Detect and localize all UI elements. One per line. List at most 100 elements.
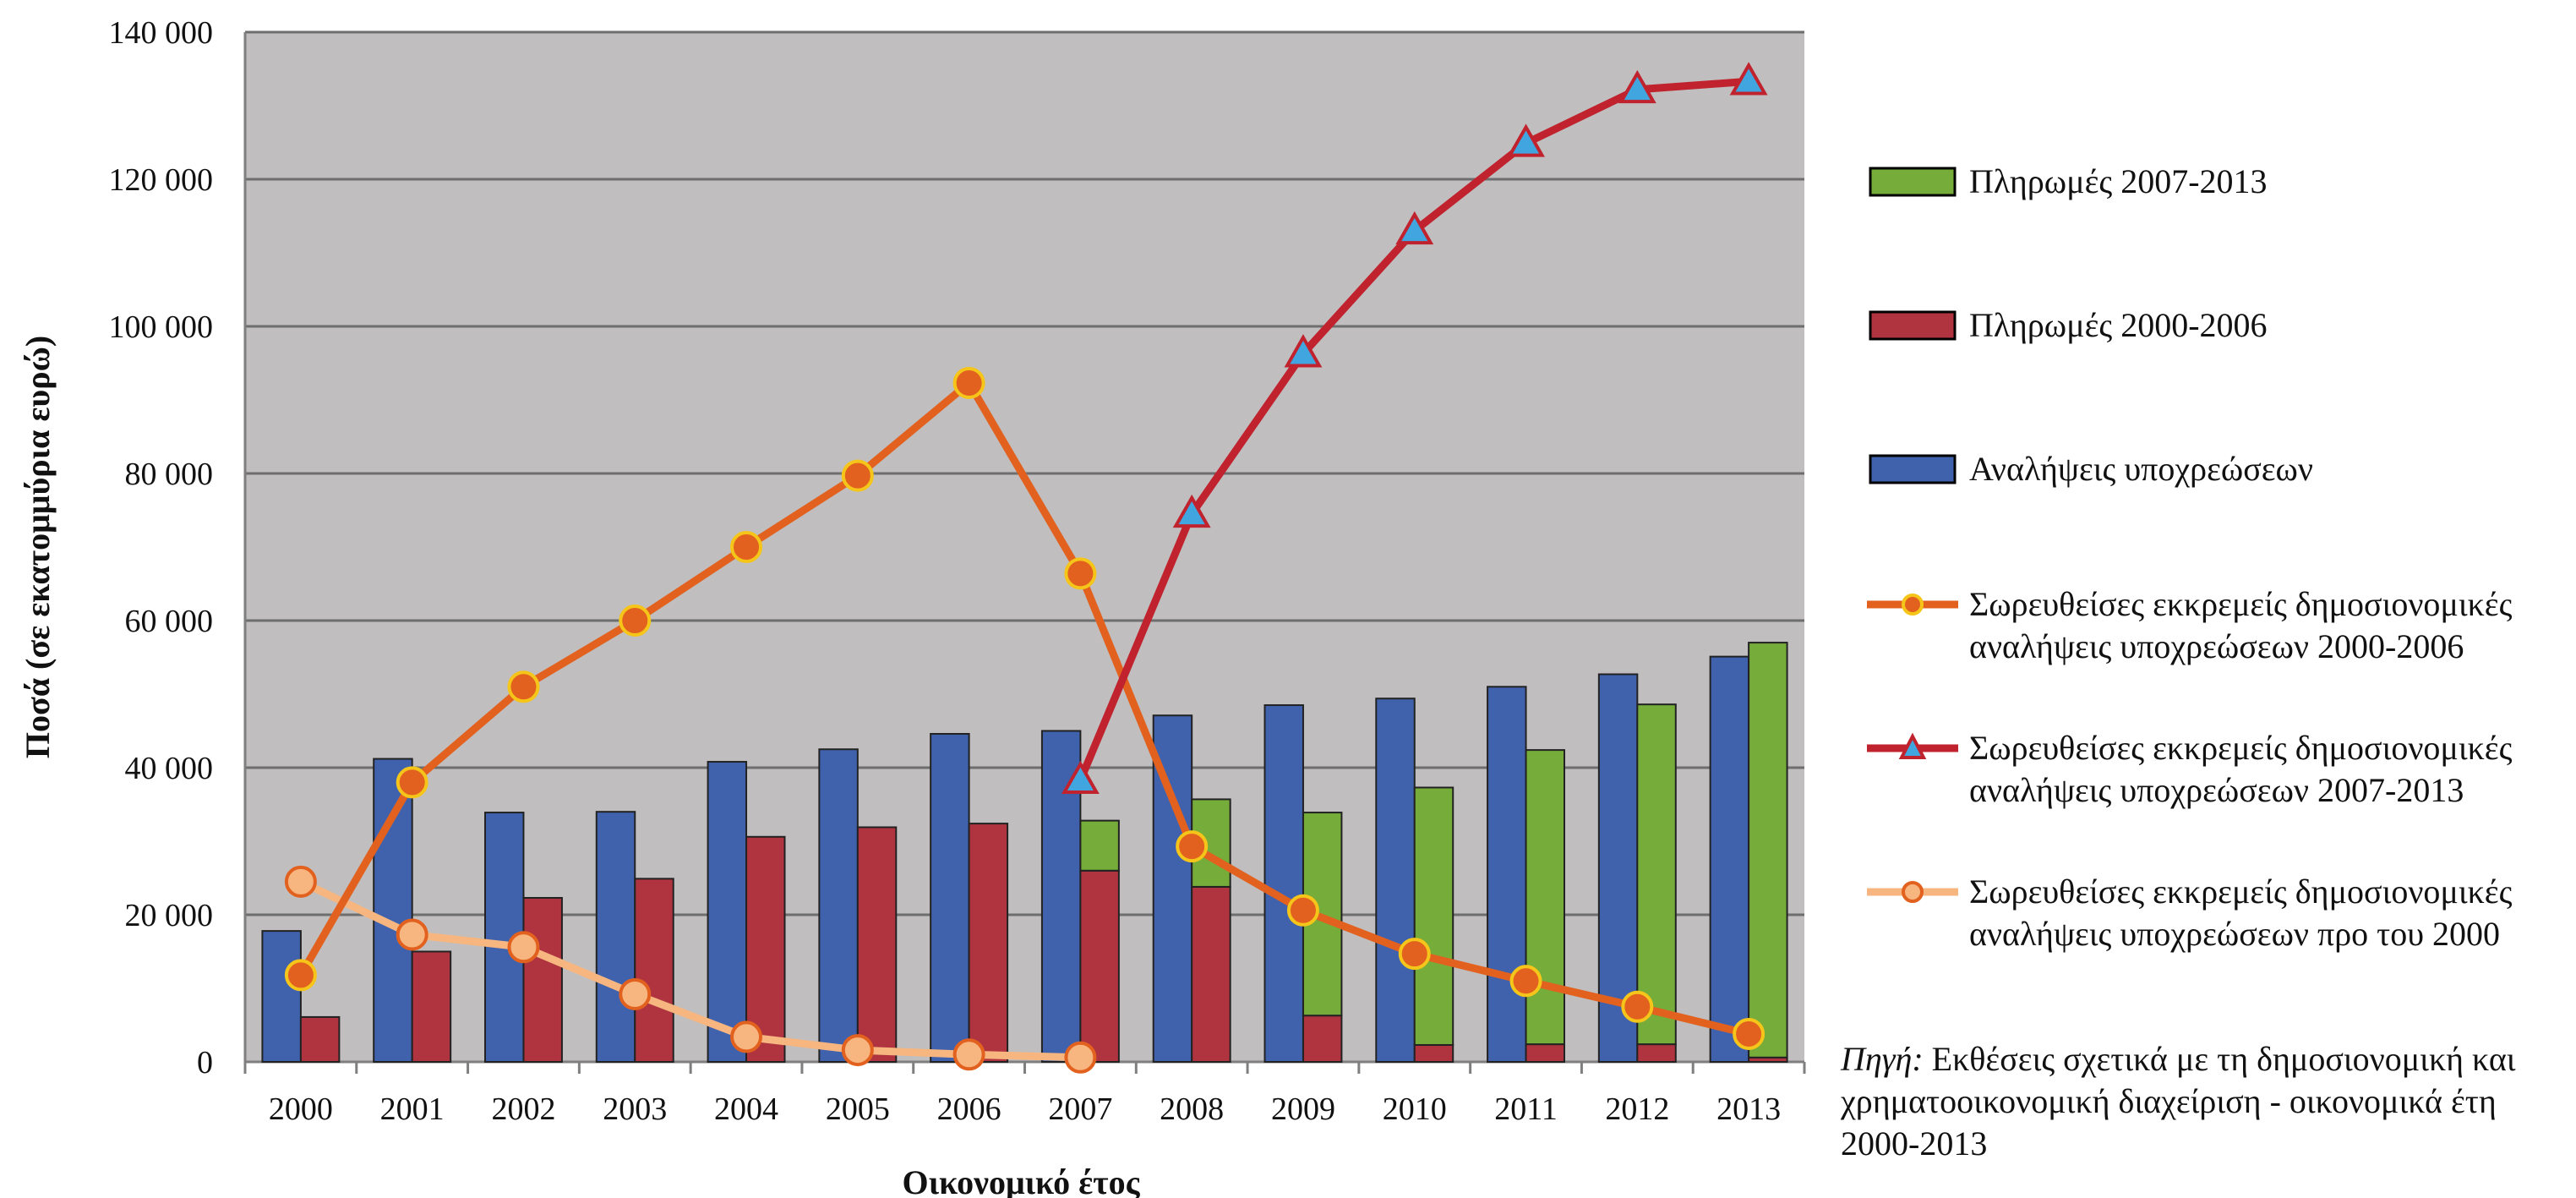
marker-rac-2007-2013 [1729,62,1768,96]
y-tick-label: 20 000 [125,898,214,933]
source-label: Πηγή: [1841,1040,1924,1078]
line-rac-pre-2000 [298,878,1081,1062]
marker-rac-2007-2013 [1618,69,1656,104]
bar-payments-2007-2013 [1636,703,1677,1046]
x-tick-labels: 2000 2001 2002 2003 2004 2005 2006 2007 2008 2009… [269,1091,1781,1127]
legend-swatch-blue [1869,454,1957,484]
bar-payments-2007-2013 [1413,786,1454,1046]
bar-commitments [818,748,859,1063]
line-rac-2000-2006 [297,379,1750,1038]
marker-rac-pre-2000 [396,918,428,951]
marker-rac-2007-2013 [1061,760,1100,795]
marker-rac-2000-2006 [730,531,763,563]
y-tick-labels: 0 20 000 40 000 60 000 80 000 100 000 120 000 1… [109,15,214,1080]
x-tick-label: 2001 [380,1091,445,1127]
legend-label-line1: Σωρευθείσες εκκρεμείς δημοσιονομικές [1969,585,2513,623]
marker-rac-2007-2013 [1507,123,1545,157]
x-tick-label: 2006 [937,1091,1001,1127]
bar-commitments [930,732,970,1063]
bar-commitments [595,811,636,1063]
marker-rac-pre-2000 [952,1038,985,1071]
marker-rac-pre-2000 [284,865,317,898]
x-tick-label: 2012 [1605,1091,1669,1127]
legend-label-line1: Σωρευθείσες εκκρεμείς δημοσιονομικές [1969,729,2513,767]
legend-swatch-orange-line [1867,594,1958,615]
x-tick-label: 2011 [1494,1091,1558,1127]
bar-payments-2007-2013 [1525,749,1566,1046]
bar-payments-2000-2006 [1302,1015,1343,1063]
marker-rac-2007-2013 [1172,494,1211,528]
markers [284,62,1768,1074]
x-axis-title: Οικονομικό έτος [903,1163,1141,1198]
bar-payments-2000-2006 [1191,885,1231,1063]
bar-payments-2000-2006 [968,823,1009,1063]
x-tick-label: 2003 [603,1091,667,1127]
bar-payments-2000-2006 [1636,1043,1677,1063]
bar-payments-2000-2006 [522,896,563,1063]
marker-rac-2000-2006 [1733,1017,1766,1050]
legend-label: Πληρωμές 2007-2013 [1969,162,2268,200]
marker-rac-2000-2006 [284,959,317,992]
marker-rac-2007-2013 [1284,334,1323,368]
x-tick-label: 2004 [714,1091,778,1127]
marker-rac-pre-2000 [507,931,540,964]
bar-payments-2007-2013 [1079,819,1120,872]
marker-rac-2000-2006 [1176,830,1209,863]
marker-rac-pre-2000 [841,1034,874,1067]
y-tick-label: 60 000 [125,604,214,639]
y-tick-label: 0 [197,1045,213,1080]
y-tick-label: 80 000 [125,457,214,492]
marker-rac-2000-2006 [619,604,652,637]
legend-label-line2: αναλήψεις υποχρεώσεων προ του 2000 [1969,915,2501,953]
bar-commitments [1263,704,1304,1063]
legend-swatch-green [1869,167,1957,197]
bar-commitments [261,930,302,1064]
x-tick-label: 2010 [1383,1091,1447,1127]
bar-payments-2007-2013 [1748,642,1788,1059]
marker-rac-2007-2013 [1395,211,1434,245]
bar-commitments [1487,686,1527,1063]
marker-rac-2000-2006 [396,766,428,799]
bar-payments-2000-2006 [1079,869,1120,1064]
bar-payments-2000-2006 [299,1015,341,1064]
bar-commitments [1709,655,1750,1063]
legend-label: Αναλήψεις υποχρεώσεων [1969,450,2313,488]
marker-rac-pre-2000 [1064,1041,1097,1074]
source-note: Πηγή: Εκθέσεις σχετικά με τη δημοσιονομι… [1841,1038,2568,1165]
x-tick-label: 2002 [491,1091,555,1127]
marker-rac-2000-2006 [1286,894,1319,927]
y-tick-label: 120 000 [109,162,214,198]
bar-commitments [1375,697,1416,1063]
bar-payments-2000-2006 [1525,1043,1566,1063]
x-tick-label: 2013 [1716,1091,1781,1127]
y-tick-label: 40 000 [125,751,214,786]
y-tick-label: 140 000 [109,15,214,51]
legend-label-line2: αναλήψεις υποχρεώσεων 2000-2006 [1969,627,2464,665]
bar-payments-2000-2006 [1413,1043,1454,1063]
legend-label-line1: Σωρευθείσες εκκρεμείς δημοσιονομικές [1969,873,2513,911]
marker-rac-2000-2006 [507,670,540,703]
y-tick-label: 100 000 [109,309,214,345]
marker-rac-2000-2006 [1398,938,1431,971]
marker-rac-2000-2006 [841,459,874,492]
marker-rac-2000-2006 [952,366,985,399]
legend-label: Πληρωμές 2000-2006 [1969,306,2268,344]
marker-rac-2000-2006 [1621,990,1654,1023]
source-text: Εκθέσεις σχετικά με τη δημοσιονομική και… [1841,1040,2516,1162]
y-axis-title: Ποσά (σε εκατομμύρια ευρώ) [19,336,57,758]
bars [261,642,1788,1064]
bar-commitments [707,761,748,1063]
x-tick-label: 2005 [826,1091,890,1127]
legend-swatch-peach-line [1867,881,1958,903]
marker-rac-2000-2006 [1064,557,1097,590]
bar-payments-2000-2006 [411,950,452,1063]
x-tick-label: 2000 [269,1091,333,1127]
marker-rac-pre-2000 [730,1020,763,1053]
x-tick-label: 2009 [1271,1091,1335,1127]
x-tick-label: 2008 [1160,1091,1224,1127]
plot-area [245,32,1804,1062]
legend-swatch-red [1869,310,1957,341]
legend-label-line2: αναλήψεις υποχρεώσεων 2007-2013 [1969,771,2464,809]
bar-commitments [373,758,413,1063]
